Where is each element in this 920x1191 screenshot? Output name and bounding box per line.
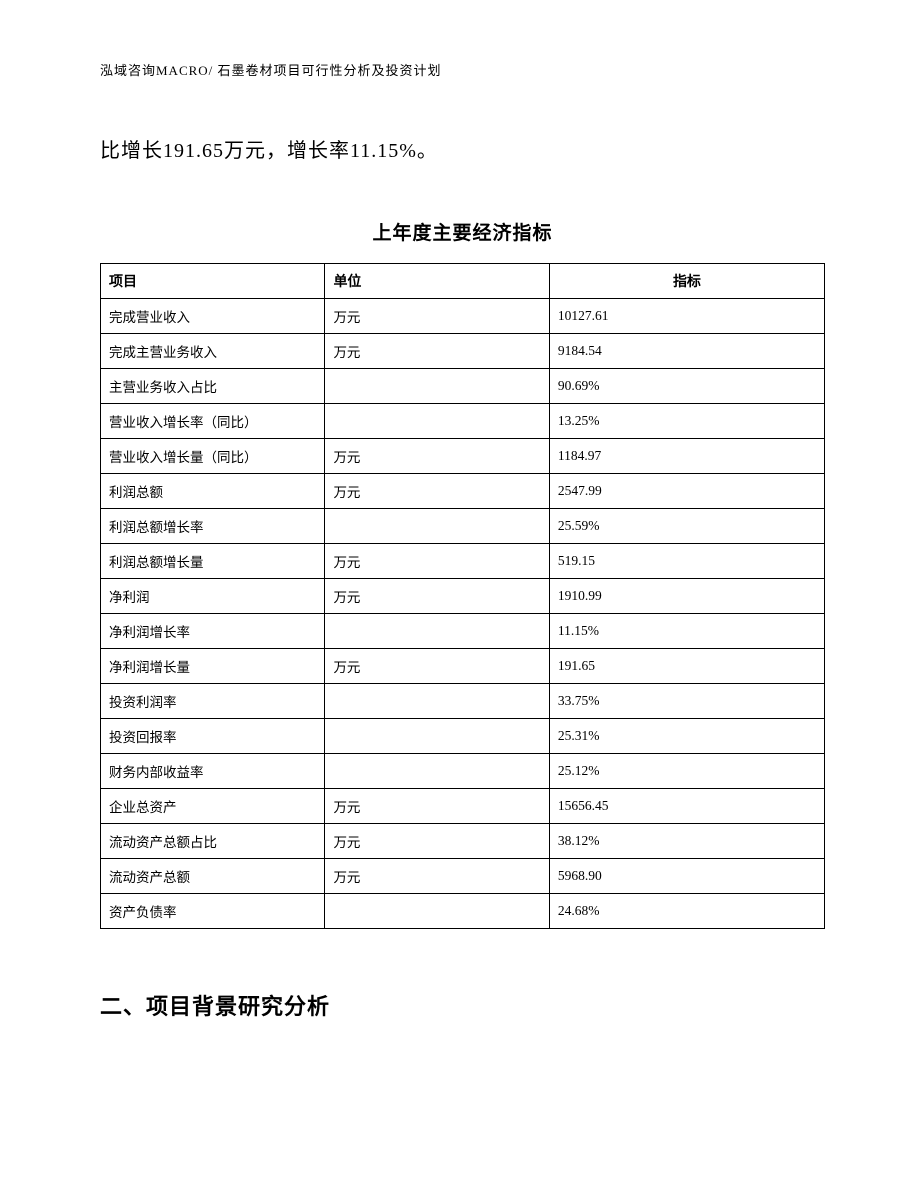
table-row: 营业收入增长率（同比） 13.25% bbox=[101, 404, 825, 439]
table-cell: 1184.97 bbox=[549, 439, 824, 474]
table-cell: 万元 bbox=[325, 474, 549, 509]
table-cell: 25.31% bbox=[549, 719, 824, 754]
table-cell bbox=[325, 614, 549, 649]
table-cell: 万元 bbox=[325, 789, 549, 824]
table-cell: 13.25% bbox=[549, 404, 824, 439]
table-cell: 万元 bbox=[325, 439, 549, 474]
table-row: 主营业务收入占比 90.69% bbox=[101, 369, 825, 404]
column-header: 指标 bbox=[549, 264, 824, 299]
table-row: 净利润万元1910.99 bbox=[101, 579, 825, 614]
table-row: 流动资产总额万元5968.90 bbox=[101, 859, 825, 894]
table-row: 投资利润率 33.75% bbox=[101, 684, 825, 719]
table-cell: 191.65 bbox=[549, 649, 824, 684]
table-row: 净利润增长量万元191.65 bbox=[101, 649, 825, 684]
table-cell: 利润总额增长率 bbox=[101, 509, 325, 544]
table-row: 财务内部收益率 25.12% bbox=[101, 754, 825, 789]
table-row: 完成主营业务收入万元9184.54 bbox=[101, 334, 825, 369]
intro-text: 比增长191.65万元，增长率11.15%。 bbox=[100, 134, 825, 163]
table-cell: 净利润增长量 bbox=[101, 649, 325, 684]
table-row: 利润总额万元2547.99 bbox=[101, 474, 825, 509]
economic-indicators-table: 项目 单位 指标 完成营业收入万元10127.61完成主营业务收入万元9184.… bbox=[100, 263, 825, 929]
table-row: 企业总资产万元15656.45 bbox=[101, 789, 825, 824]
table-cell: 利润总额增长量 bbox=[101, 544, 325, 579]
table-cell: 营业收入增长率（同比） bbox=[101, 404, 325, 439]
table-row: 利润总额增长率 25.59% bbox=[101, 509, 825, 544]
table-cell: 万元 bbox=[325, 299, 549, 334]
table-cell bbox=[325, 684, 549, 719]
table-row: 完成营业收入万元10127.61 bbox=[101, 299, 825, 334]
table-cell: 万元 bbox=[325, 334, 549, 369]
table-row: 资产负债率 24.68% bbox=[101, 894, 825, 929]
table-cell: 资产负债率 bbox=[101, 894, 325, 929]
table-header-row: 项目 单位 指标 bbox=[101, 264, 825, 299]
table-cell: 25.59% bbox=[549, 509, 824, 544]
table-row: 净利润增长率 11.15% bbox=[101, 614, 825, 649]
table-cell: 净利润 bbox=[101, 579, 325, 614]
table-cell: 33.75% bbox=[549, 684, 824, 719]
table-cell: 38.12% bbox=[549, 824, 824, 859]
column-header: 项目 bbox=[101, 264, 325, 299]
table-cell bbox=[325, 369, 549, 404]
table-cell: 万元 bbox=[325, 859, 549, 894]
table-cell bbox=[325, 719, 549, 754]
page-header: 泓域咨询MACRO/ 石墨卷材项目可行性分析及投资计划 bbox=[100, 60, 825, 79]
table-row: 投资回报率 25.31% bbox=[101, 719, 825, 754]
table-cell: 2547.99 bbox=[549, 474, 824, 509]
table-row: 流动资产总额占比万元38.12% bbox=[101, 824, 825, 859]
table-cell bbox=[325, 404, 549, 439]
table-cell: 15656.45 bbox=[549, 789, 824, 824]
table-cell: 完成主营业务收入 bbox=[101, 334, 325, 369]
table-cell: 9184.54 bbox=[549, 334, 824, 369]
table-cell: 11.15% bbox=[549, 614, 824, 649]
table-cell: 财务内部收益率 bbox=[101, 754, 325, 789]
section-heading: 二、项目背景研究分析 bbox=[100, 989, 825, 1021]
table-cell: 5968.90 bbox=[549, 859, 824, 894]
table-cell: 90.69% bbox=[549, 369, 824, 404]
table-cell: 25.12% bbox=[549, 754, 824, 789]
table-row: 利润总额增长量万元519.15 bbox=[101, 544, 825, 579]
table-cell: 企业总资产 bbox=[101, 789, 325, 824]
table-cell: 流动资产总额 bbox=[101, 859, 325, 894]
table-cell: 10127.61 bbox=[549, 299, 824, 334]
table-cell: 营业收入增长量（同比） bbox=[101, 439, 325, 474]
table-cell: 流动资产总额占比 bbox=[101, 824, 325, 859]
table-cell: 完成营业收入 bbox=[101, 299, 325, 334]
table-cell: 主营业务收入占比 bbox=[101, 369, 325, 404]
table-cell: 万元 bbox=[325, 579, 549, 614]
table-cell: 24.68% bbox=[549, 894, 824, 929]
table-cell: 净利润增长率 bbox=[101, 614, 325, 649]
table-cell: 万元 bbox=[325, 649, 549, 684]
table-cell: 万元 bbox=[325, 824, 549, 859]
table-title: 上年度主要经济指标 bbox=[100, 218, 825, 245]
table-cell: 1910.99 bbox=[549, 579, 824, 614]
table-cell: 投资利润率 bbox=[101, 684, 325, 719]
table-cell: 519.15 bbox=[549, 544, 824, 579]
table-cell bbox=[325, 754, 549, 789]
table-cell: 投资回报率 bbox=[101, 719, 325, 754]
table-cell bbox=[325, 894, 549, 929]
column-header: 单位 bbox=[325, 264, 549, 299]
table-cell: 利润总额 bbox=[101, 474, 325, 509]
table-cell: 万元 bbox=[325, 544, 549, 579]
table-row: 营业收入增长量（同比）万元1184.97 bbox=[101, 439, 825, 474]
table-cell bbox=[325, 509, 549, 544]
